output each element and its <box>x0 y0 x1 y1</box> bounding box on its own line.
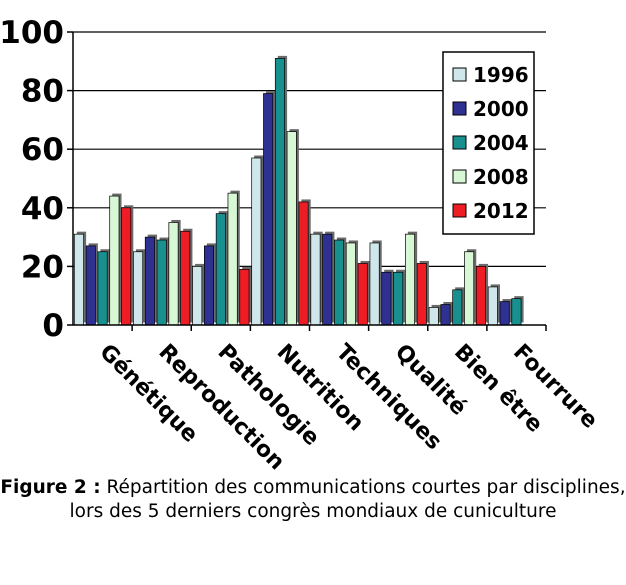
y-tick-label: 20 <box>21 249 64 285</box>
bar <box>180 230 191 326</box>
bar <box>381 271 392 326</box>
bar <box>73 233 84 326</box>
bar <box>263 93 274 326</box>
bar <box>239 268 250 326</box>
y-tick-label: 60 <box>21 132 64 168</box>
y-tick-label: 40 <box>21 191 64 227</box>
bar <box>404 233 415 326</box>
axes <box>72 32 547 331</box>
bar <box>428 307 439 326</box>
bar <box>310 233 321 326</box>
bar <box>464 251 475 326</box>
bar <box>475 266 486 326</box>
legend: 1996 2000 2004 2008 2012 <box>442 51 535 235</box>
y-tick-labels: 0 20 40 60 80 100 <box>0 15 64 344</box>
bar <box>452 289 463 326</box>
bar <box>133 251 144 326</box>
bar <box>274 58 285 326</box>
legend-label: 2004 <box>473 131 529 155</box>
bar <box>227 192 238 326</box>
legend-swatch <box>452 135 467 150</box>
legend-label: 1996 <box>473 63 529 87</box>
bar <box>204 245 215 326</box>
bar <box>144 236 155 326</box>
legend-label: 2012 <box>473 199 529 223</box>
caption-label: Figure 2 : <box>0 477 101 498</box>
bar <box>251 157 262 326</box>
bar <box>499 301 510 326</box>
y-tick-label: 100 <box>0 15 64 51</box>
bar <box>345 242 356 326</box>
y-tick-label: 80 <box>21 74 64 110</box>
bar <box>192 266 203 326</box>
y-tick-label: 0 <box>42 308 64 344</box>
x-tick-labels: GénétiqueReproductionPathologieNutrition… <box>94 340 602 476</box>
bar <box>440 304 451 326</box>
legend-label: 2008 <box>473 165 529 189</box>
legend-swatch <box>452 101 467 116</box>
legend-swatch <box>452 203 467 218</box>
bar <box>286 131 297 326</box>
bar <box>393 271 404 326</box>
bar <box>156 239 167 326</box>
bar <box>121 207 132 326</box>
bar <box>416 263 427 326</box>
legend-swatch <box>452 67 467 82</box>
bar <box>357 263 368 326</box>
figure-caption: Figure 2 : Répartition des communication… <box>0 476 626 524</box>
caption-text: Répartition des communications courtes p… <box>69 477 626 522</box>
chart: 0 20 40 60 80 100 GénétiqueReproductionPathol… <box>0 15 602 476</box>
bar <box>322 233 333 326</box>
bar <box>298 201 309 326</box>
bar <box>511 298 522 326</box>
bar <box>369 242 380 326</box>
bar <box>215 213 226 326</box>
bar <box>487 286 498 326</box>
bar <box>334 239 345 326</box>
bar <box>168 222 179 326</box>
legend-swatch <box>452 169 467 184</box>
bar <box>109 195 120 326</box>
bar <box>97 251 108 326</box>
legend-label: 2000 <box>473 97 529 121</box>
bar <box>85 245 96 326</box>
